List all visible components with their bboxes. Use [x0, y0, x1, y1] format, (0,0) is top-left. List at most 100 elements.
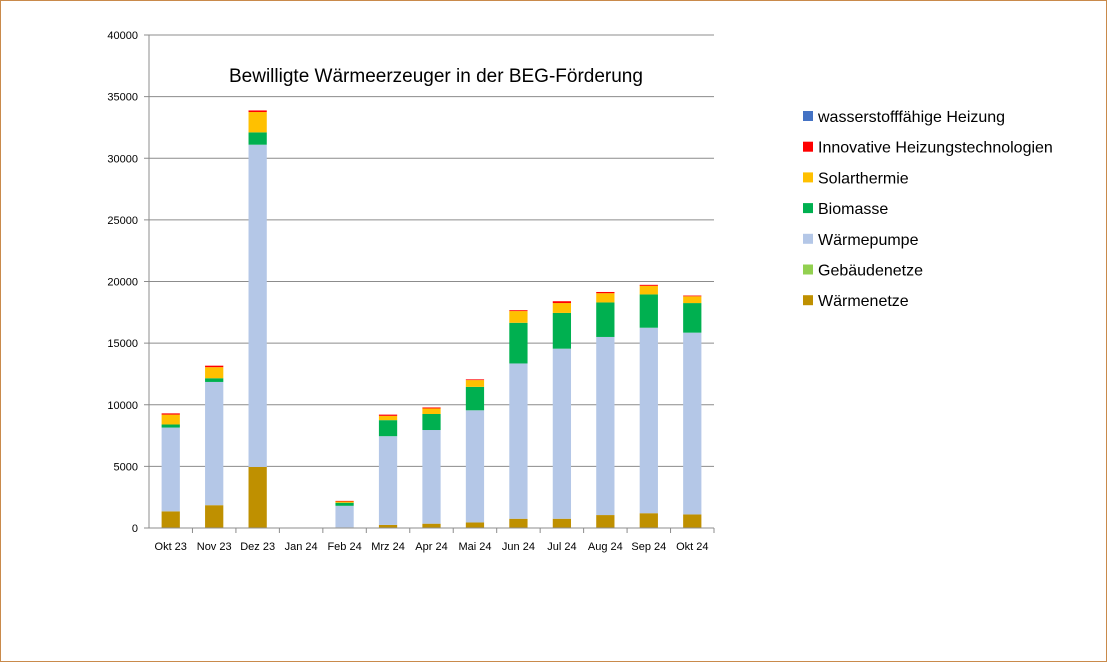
x-tick-label: Jul 24: [547, 541, 576, 553]
x-tick-label: Mrz 24: [371, 541, 405, 553]
bar-segment: [161, 511, 180, 528]
bar-segment: [335, 502, 354, 506]
y-tick-label: 10000: [107, 400, 138, 412]
bar-segment: [465, 386, 485, 411]
x-tick-label: Mai 24: [458, 541, 491, 553]
bars: [161, 110, 702, 528]
bar-segment: [248, 112, 267, 133]
bar-segment: [596, 515, 615, 528]
bar-segment: [205, 365, 224, 368]
bar-segment: [509, 322, 528, 364]
bar-segment: [552, 348, 572, 519]
bar-segment: [205, 367, 224, 379]
bar-segment: [552, 301, 572, 304]
bar-segment: [335, 501, 354, 503]
legend-swatch: [803, 203, 813, 214]
bar-segment: [161, 413, 180, 415]
bar-segment: [465, 380, 485, 387]
legend: wasserstofffähige Heizung Innovative Heiz…: [803, 109, 1053, 310]
y-tick-label: 40000: [107, 30, 138, 42]
y-tick-label: 5000: [114, 461, 138, 473]
y-axis-ticks: 0 5000 10000 15000 20000 25000 30000 35000 40000: [107, 30, 149, 535]
bar-segment: [552, 518, 572, 528]
bar-segment: [465, 379, 485, 381]
x-tick-label: Dez 23: [240, 541, 275, 553]
y-tick-label: 30000: [107, 153, 138, 165]
bar-segment: [509, 310, 528, 312]
bar-segment: [639, 327, 658, 514]
bar-segment: [335, 505, 354, 528]
bar-segment: [509, 363, 528, 519]
legend-label: Innovative Heizungstechnologien: [818, 140, 1053, 157]
legend-label: Solarthermie: [818, 170, 909, 187]
bar-segment: [639, 284, 658, 286]
bar-segment: [596, 293, 615, 303]
bar-segment: [335, 500, 354, 502]
bar-segment: [596, 336, 615, 516]
legend-swatch: [803, 141, 813, 152]
bar-segment: [205, 505, 224, 528]
bar-segment: [639, 285, 658, 295]
x-tick-label: Aug 24: [588, 541, 623, 553]
bar-segment: [248, 110, 267, 113]
bar-segment: [465, 410, 485, 523]
y-tick-label: 15000: [107, 338, 138, 350]
legend-label: wasserstofffähige Heizung: [817, 109, 1005, 126]
x-tick-label: Feb 24: [327, 541, 361, 553]
x-tick-label: Jun 24: [502, 541, 535, 553]
bar-segment: [378, 414, 398, 416]
legend-swatch: [803, 264, 813, 275]
axes: [148, 35, 714, 529]
bar-segment: [596, 291, 615, 294]
legend-swatch: [803, 172, 813, 183]
y-tick-label: 25000: [107, 215, 138, 227]
bar-segment: [422, 413, 441, 431]
x-tick-label: Apr 24: [415, 541, 447, 553]
bar-segment: [378, 415, 398, 421]
bar-segment: [683, 514, 702, 528]
legend-label: Wärmenetze: [818, 293, 909, 310]
legend-label: Gebäudenetze: [818, 263, 923, 280]
bar-segment: [552, 312, 572, 349]
bar-segment: [422, 430, 441, 524]
bar-segment: [378, 436, 398, 525]
bar-segment: [248, 466, 267, 528]
x-tick-label: Jan 24: [285, 541, 318, 553]
legend-label: Wärmepumpe: [818, 232, 919, 249]
bar-segment: [639, 513, 658, 528]
x-tick-label: Nov 23: [197, 541, 232, 553]
bar-segment: [683, 295, 702, 297]
bar-segment: [422, 407, 441, 409]
bar-segment: [161, 424, 180, 428]
bar-segment: [205, 381, 224, 506]
legend-swatch: [803, 295, 813, 306]
bar-segment: [509, 518, 528, 528]
bar-segment: [552, 303, 572, 313]
bar-segment: [248, 132, 267, 145]
legend-label: Biomasse: [818, 201, 888, 218]
grid-lines: [149, 34, 714, 467]
legend-swatch: [803, 233, 813, 244]
bar-segment: [378, 420, 398, 437]
bar-segment: [639, 294, 658, 328]
bar-segment: [161, 427, 180, 512]
bar-segment: [161, 414, 180, 425]
bar-segment: [596, 302, 615, 337]
bar-segment: [378, 524, 398, 528]
x-axis-ticks: Okt 23 Nov 23 Dez 23 Jan 24 Feb 24 Mrz 24 Apr …: [155, 528, 715, 553]
y-tick-label: 0: [132, 523, 138, 535]
bar-segment: [683, 303, 702, 333]
x-tick-label: Sep 24: [631, 541, 666, 553]
bar-segment: [248, 144, 267, 467]
y-tick-label: 35000: [107, 92, 138, 104]
x-tick-label: Okt 24: [676, 541, 708, 553]
legend-swatch: [803, 111, 813, 121]
bar-segment: [422, 408, 441, 414]
bar-segment: [465, 522, 485, 528]
bar-segment: [422, 523, 441, 528]
bar-segment: [683, 332, 702, 515]
y-tick-label: 20000: [107, 277, 138, 289]
x-tick-label: Okt 23: [155, 541, 187, 553]
